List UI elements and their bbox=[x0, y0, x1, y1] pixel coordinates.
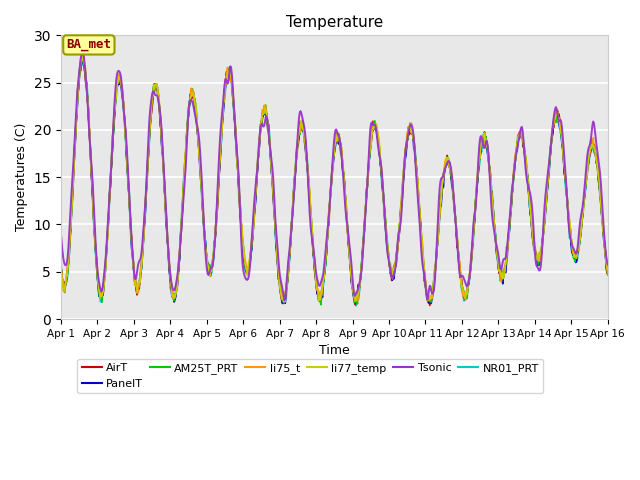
NR01_PRT bbox=[179, 182, 187, 188]
PanelT bbox=[124, 172, 132, 178]
PanelT bbox=[604, 269, 612, 275]
Tsonic bbox=[281, 298, 289, 303]
Tsonic bbox=[67, 202, 75, 207]
li75_t bbox=[417, 230, 425, 236]
AirT bbox=[179, 189, 187, 195]
li75_t bbox=[209, 263, 216, 269]
Tsonic bbox=[179, 198, 187, 204]
Y-axis label: Temperatures (C): Temperatures (C) bbox=[15, 123, 28, 231]
Line: AirT: AirT bbox=[61, 56, 608, 305]
Tsonic bbox=[403, 143, 410, 148]
AM25T_PRT bbox=[179, 187, 187, 192]
AirT bbox=[67, 221, 75, 227]
PanelT bbox=[179, 190, 187, 196]
li77_temp bbox=[403, 145, 410, 151]
AM25T_PRT bbox=[67, 220, 75, 226]
AirT bbox=[209, 262, 216, 267]
li75_t bbox=[67, 220, 75, 226]
li75_t bbox=[57, 262, 65, 268]
AM25T_PRT bbox=[209, 263, 216, 268]
Line: li77_temp: li77_temp bbox=[61, 52, 608, 302]
AM25T_PRT bbox=[79, 52, 87, 58]
NR01_PRT bbox=[79, 53, 87, 59]
Tsonic bbox=[419, 258, 426, 264]
NR01_PRT bbox=[352, 303, 360, 309]
PanelT bbox=[67, 224, 75, 229]
Tsonic bbox=[78, 49, 86, 55]
AM25T_PRT bbox=[604, 272, 612, 278]
li77_temp bbox=[179, 189, 187, 195]
PanelT bbox=[282, 300, 289, 306]
AM25T_PRT bbox=[403, 143, 410, 149]
Legend: AirT, PanelT, AM25T_PRT, li75_t, li77_temp, Tsonic, NR01_PRT: AirT, PanelT, AM25T_PRT, li75_t, li77_te… bbox=[77, 359, 543, 393]
li75_t bbox=[401, 144, 409, 150]
li77_temp bbox=[57, 268, 65, 274]
PanelT bbox=[403, 150, 410, 156]
Line: Tsonic: Tsonic bbox=[61, 52, 608, 300]
li77_temp bbox=[280, 300, 287, 305]
NR01_PRT bbox=[604, 265, 612, 271]
AM25T_PRT bbox=[57, 264, 65, 269]
AirT bbox=[426, 302, 433, 308]
NR01_PRT bbox=[419, 239, 426, 244]
AirT bbox=[417, 236, 425, 241]
PanelT bbox=[209, 265, 216, 271]
NR01_PRT bbox=[57, 255, 65, 261]
AM25T_PRT bbox=[124, 172, 132, 178]
AirT bbox=[57, 265, 65, 271]
Tsonic bbox=[604, 262, 612, 267]
Line: li75_t: li75_t bbox=[61, 56, 608, 301]
li77_temp bbox=[419, 245, 426, 251]
AirT bbox=[401, 154, 409, 159]
Title: Temperature: Temperature bbox=[285, 15, 383, 30]
li75_t bbox=[424, 298, 431, 304]
X-axis label: Time: Time bbox=[319, 344, 349, 357]
PanelT bbox=[419, 247, 426, 253]
li75_t bbox=[124, 171, 132, 177]
Tsonic bbox=[57, 230, 65, 236]
AirT bbox=[604, 269, 612, 275]
Text: BA_met: BA_met bbox=[67, 38, 111, 51]
Line: NR01_PRT: NR01_PRT bbox=[61, 56, 608, 306]
li77_temp bbox=[124, 170, 132, 176]
Tsonic bbox=[209, 264, 216, 270]
PanelT bbox=[57, 268, 65, 274]
AirT bbox=[79, 53, 87, 59]
NR01_PRT bbox=[209, 262, 216, 268]
li75_t bbox=[80, 53, 88, 59]
Tsonic bbox=[124, 164, 132, 170]
li77_temp bbox=[604, 266, 612, 272]
NR01_PRT bbox=[124, 176, 132, 181]
li77_temp bbox=[209, 263, 216, 268]
Line: PanelT: PanelT bbox=[61, 57, 608, 303]
li75_t bbox=[604, 271, 612, 276]
AM25T_PRT bbox=[317, 302, 325, 308]
li77_temp bbox=[78, 49, 86, 55]
NR01_PRT bbox=[403, 147, 410, 153]
PanelT bbox=[79, 54, 87, 60]
AirT bbox=[124, 174, 132, 180]
li75_t bbox=[179, 189, 187, 195]
AM25T_PRT bbox=[419, 246, 426, 252]
NR01_PRT bbox=[67, 223, 75, 229]
li77_temp bbox=[67, 225, 75, 231]
Line: AM25T_PRT: AM25T_PRT bbox=[61, 55, 608, 305]
